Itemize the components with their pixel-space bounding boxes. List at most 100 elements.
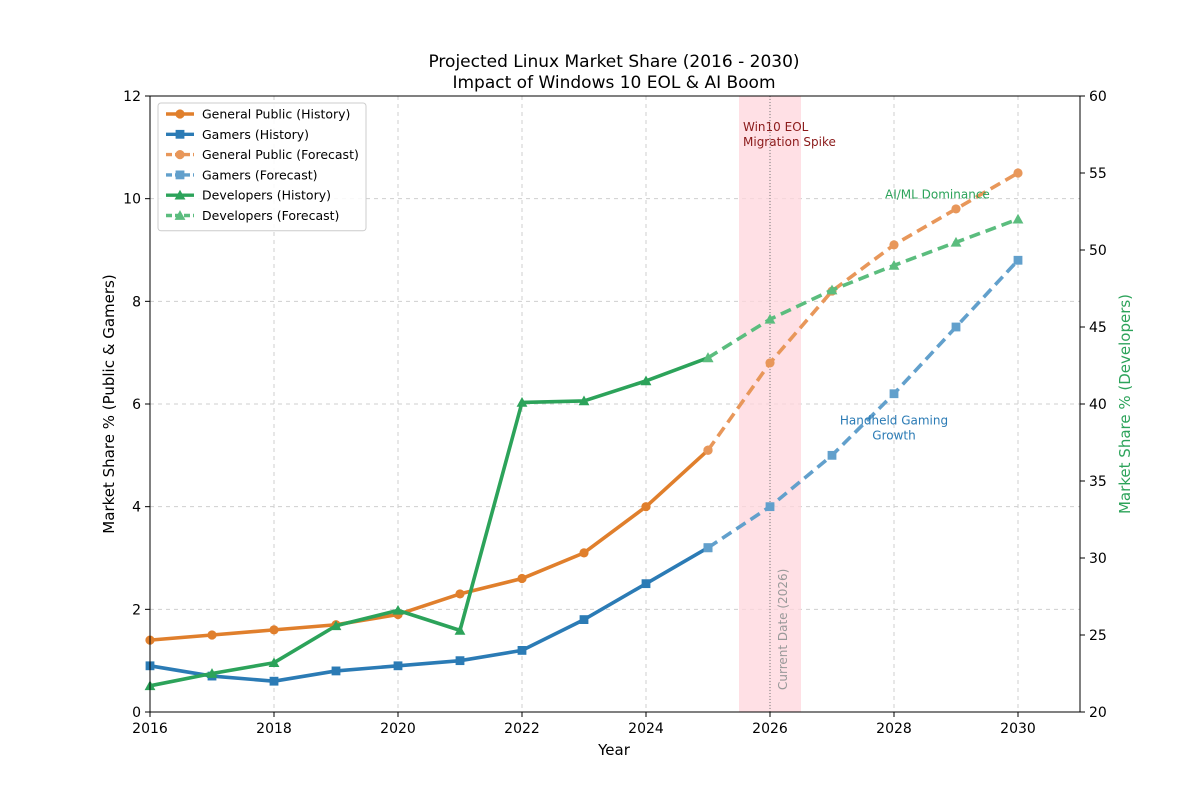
y-tick-label-right: 40 — [1089, 397, 1107, 413]
highlight-band-group: Win10 EOL Migration Spike Current Date (20… — [739, 96, 836, 712]
legend-marker — [175, 129, 185, 139]
data-point — [579, 548, 589, 558]
ticks: 2016 2018 2020 2022 2024 2026 2028 203002468101… — [123, 89, 1107, 737]
data-point — [517, 573, 527, 584]
data-point — [269, 625, 279, 635]
legend-label: Gamers (Forecast) — [202, 167, 318, 182]
data-point — [889, 240, 899, 250]
legend-label: General Public (History) — [202, 107, 350, 122]
y-tick-label-left: 10 — [123, 192, 141, 208]
data-point — [765, 358, 775, 368]
legend-label: Gamers (History) — [202, 127, 309, 142]
current-date-label: Current Date (2026) — [776, 569, 790, 690]
y-axis-label-right: Market Share % (Developers) — [1116, 294, 1134, 514]
legend-marker — [175, 170, 185, 180]
data-point — [331, 666, 341, 676]
series-line — [707, 259, 1020, 550]
series-line — [706, 171, 1019, 452]
data-point — [764, 313, 776, 324]
data-point — [454, 624, 466, 635]
chart-subtitle: Impact of Windows 10 EOL & AI Boom — [452, 73, 775, 93]
y-tick-label-left: 2 — [132, 602, 141, 618]
series-line — [149, 546, 709, 684]
data-point — [1013, 168, 1023, 178]
y-tick-label-left: 0 — [132, 705, 141, 721]
y-tick-label-left: 6 — [132, 397, 141, 413]
legend-entry: Gamers (History) — [166, 127, 309, 142]
chart-title: Projected Linux Market Share (2016 - 203… — [428, 52, 799, 72]
data-point — [641, 579, 651, 589]
data-point — [888, 260, 900, 270]
data-point — [950, 236, 962, 247]
legend-marker — [174, 189, 186, 200]
y-tick-label-right: 55 — [1089, 166, 1107, 182]
y-tick-label-left: 4 — [132, 500, 141, 516]
band-label: Win10 EOL Migration Spike — [743, 120, 836, 149]
annotations: AI/ML Dominance Handheld Gaming Growth — [840, 188, 990, 443]
legend-marker — [175, 109, 185, 119]
annotation: AI/ML Dominance — [885, 188, 990, 202]
series-line — [707, 217, 1019, 360]
y-tick-label-right: 25 — [1089, 628, 1107, 644]
data-point — [889, 389, 899, 399]
x-tick-label: 2030 — [1000, 721, 1036, 737]
legend-marker — [175, 150, 185, 160]
data-point — [640, 375, 652, 386]
x-tick-label: 2016 — [132, 721, 168, 737]
data-point — [703, 445, 713, 455]
series-line — [149, 448, 710, 642]
y-axis-label-left: Market Share % (Public & Gamers) — [100, 274, 118, 533]
data-point — [330, 620, 342, 631]
annotation-line: Handheld Gaming — [840, 414, 948, 428]
annotation-line: AI/ML Dominance — [885, 188, 990, 202]
series-line — [149, 356, 709, 688]
data-point — [578, 395, 590, 406]
data-point — [951, 204, 961, 214]
data-point — [951, 322, 961, 332]
annotation: Handheld Gaming Growth — [840, 414, 948, 443]
legend-entry: Developers (Forecast) — [166, 208, 339, 223]
series-1 — [145, 543, 713, 686]
x-tick-label: 2026 — [752, 721, 788, 737]
y-tick-label-right: 30 — [1089, 551, 1107, 567]
x-axis-label: Year — [597, 741, 631, 759]
legend-label: General Public (Forecast) — [202, 147, 359, 162]
data-point — [765, 502, 775, 512]
series-5 — [702, 213, 1024, 363]
data-point — [207, 630, 217, 640]
data-point — [455, 589, 465, 599]
band-label-line: Migration Spike — [743, 135, 836, 149]
legend-entry: General Public (History) — [166, 107, 350, 122]
legend-label: Developers (Forecast) — [202, 208, 339, 223]
band-label-line: Win10 EOL — [743, 120, 809, 134]
y-tick-label-right: 20 — [1089, 705, 1107, 721]
y-tick-label-right: 45 — [1089, 320, 1107, 336]
legend-label: Developers (History) — [202, 188, 331, 203]
data-point — [392, 604, 404, 615]
data-point — [641, 502, 651, 512]
series-0 — [145, 445, 713, 645]
data-point — [455, 656, 465, 666]
legend-entry: General Public (Forecast) — [166, 147, 359, 162]
y-tick-label-right: 60 — [1089, 89, 1107, 105]
y-tick-label-right: 35 — [1089, 474, 1107, 490]
data-point — [268, 657, 280, 668]
series-group — [144, 168, 1024, 691]
legend-entry: Gamers (Forecast) — [166, 167, 318, 182]
win10-eol-band — [739, 96, 801, 712]
y-tick-label-right: 50 — [1089, 243, 1107, 259]
data-point — [579, 615, 589, 624]
data-point — [516, 397, 528, 407]
legend-entry: Developers (History) — [166, 188, 331, 203]
data-point — [827, 450, 837, 460]
series-3 — [703, 255, 1023, 553]
x-tick-label: 2024 — [628, 721, 664, 737]
data-point — [703, 543, 713, 553]
x-tick-label: 2020 — [380, 721, 416, 737]
x-tick-label: 2022 — [504, 721, 540, 737]
data-point — [1013, 255, 1023, 265]
data-point — [1012, 213, 1024, 224]
data-point — [393, 661, 403, 671]
legend: General Public (History) Gamers (History)… — [157, 102, 367, 232]
